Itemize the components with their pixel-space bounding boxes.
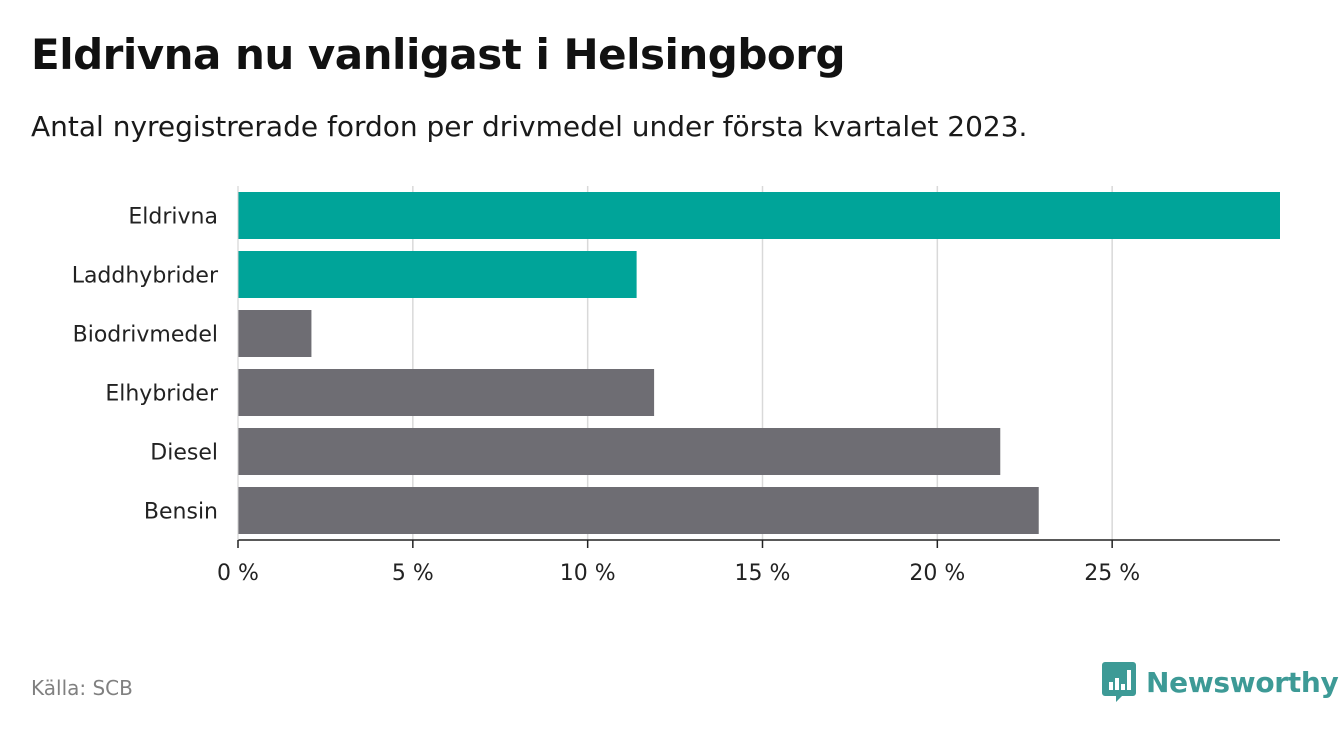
x-tick-label: 10 % (560, 561, 616, 586)
source-note: Källa: SCB (31, 676, 133, 700)
newsworthy-icon (1102, 662, 1136, 702)
chart-title: Eldrivna nu vanligast i Helsingborg (31, 30, 846, 79)
x-tick-label: 15 % (735, 561, 791, 586)
bar-diesel (238, 428, 1001, 475)
x-axis: 0 % 5 % 10 % 15 % 20 % 25 % (217, 186, 1280, 586)
bar-biodrivmedel (238, 310, 312, 357)
category-label: Biodrivmedel (73, 323, 218, 348)
x-tick-label: 25 % (1084, 561, 1140, 586)
category-label: Diesel (150, 441, 218, 466)
chart-subtitle: Antal nyregistrerade fordon per drivmede… (31, 110, 1028, 143)
x-tick-label: 0 % (217, 561, 259, 586)
bar-eldrivna (238, 192, 1280, 239)
brand-logo: Newsworthy (1102, 662, 1339, 702)
bar-laddhybrider (238, 251, 637, 298)
brand-name: Newsworthy (1146, 665, 1339, 699)
gridlines (412, 186, 1113, 540)
x-tick-label: 20 % (909, 561, 965, 586)
bar-bensin (238, 487, 1039, 534)
category-label: Eldrivna (128, 205, 218, 230)
category-labels: Eldrivna Laddhybrider Biodrivmedel Elhybrid… (72, 205, 219, 525)
bar-chart: Eldrivna Laddhybrider Biodrivmedel Elhybrid… (72, 186, 1280, 586)
x-tick-label: 5 % (392, 561, 434, 586)
bars (238, 192, 1280, 534)
category-label: Laddhybrider (72, 264, 219, 289)
category-label: Bensin (144, 500, 218, 525)
category-label: Elhybrider (105, 382, 219, 407)
bar-elhybrider (238, 369, 655, 416)
